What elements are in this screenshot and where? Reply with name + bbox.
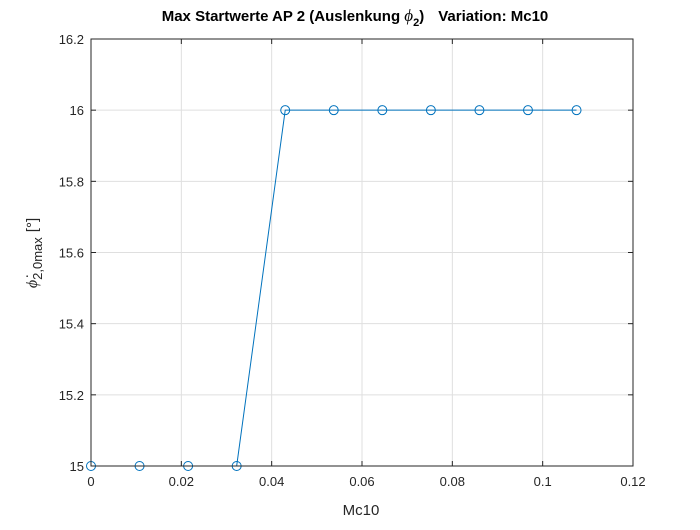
x-tick-label: 0.02: [169, 474, 194, 489]
title-main: Max Startwerte AP 2 (Auslenkung: [162, 8, 405, 25]
x-tick-label: 0.08: [440, 474, 465, 489]
y-axis-label-unit: [°]: [24, 218, 41, 232]
x-tick-label: 0.12: [620, 474, 645, 489]
data-point-marker: [377, 105, 388, 116]
y-tick-label: 15.6: [59, 246, 84, 261]
y-axis-label-subscript: 2,0max: [30, 237, 45, 280]
y-tick-label: 15.8: [59, 174, 84, 189]
title-symbol-subscript: 2: [413, 17, 419, 29]
tick-marks: [90, 38, 634, 467]
x-tick-labels: 0 0.02 0.04 0.06 0.08 0.1 0.12: [87, 474, 645, 489]
y-tick-label: 15.2: [59, 388, 84, 403]
data-point-marker: [425, 105, 436, 116]
data-point-marker: [474, 105, 485, 116]
chart-title: Max Startwerte AP 2 (Auslenkung ϕ2) Varia…: [162, 6, 549, 29]
title-symbol: ϕ: [404, 6, 413, 25]
title-close-paren: ): [419, 8, 424, 25]
data-point-marker: [280, 105, 291, 116]
x-tick-label: 0.1: [534, 474, 552, 489]
y-tick-labels: 15 15.2 15.4 15.6 15.8 16 16.2: [59, 32, 84, 474]
title-variation: Variation: Mc10: [438, 8, 548, 25]
data-point-marker: [571, 105, 582, 116]
y-tick-label: 15: [70, 459, 84, 474]
x-tick-label: 0.06: [349, 474, 374, 489]
x-tick-label: 0.04: [259, 474, 284, 489]
data-point-marker: [328, 105, 339, 116]
y-tick-label: 15.4: [59, 317, 84, 332]
x-tick-label: 0: [87, 474, 94, 489]
y-tick-label: 16.2: [59, 32, 84, 47]
data-point-marker: [522, 105, 533, 116]
x-axis-label: Mc10: [343, 502, 380, 519]
y-tick-label: 16: [70, 103, 84, 118]
